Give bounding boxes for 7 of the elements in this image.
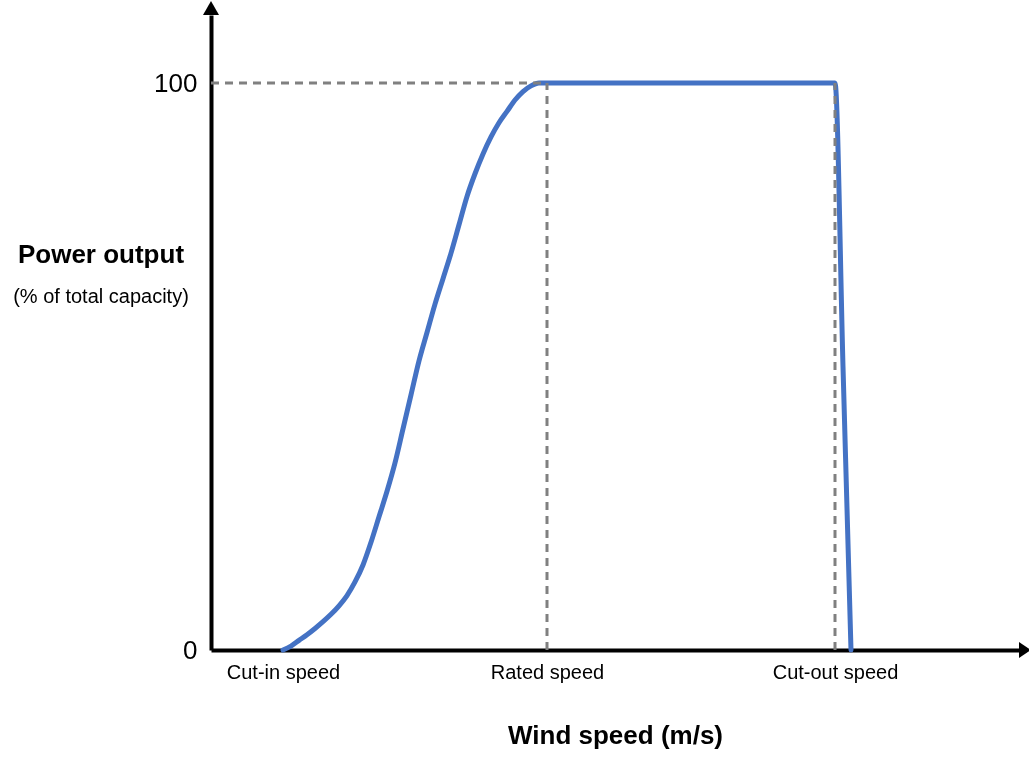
y-axis-title: Power output (% of total capacity)	[13, 239, 189, 307]
y-tick-label: 100	[154, 67, 198, 98]
x-axis-title: Wind speed (m/s)	[507, 719, 724, 750]
y-tick-label: 0	[183, 634, 198, 665]
x-tick-label: Cut-in speed	[226, 660, 341, 683]
x-tick-label: Rated speed	[490, 660, 605, 683]
x-tick-label: Cut-out speed	[772, 660, 899, 683]
